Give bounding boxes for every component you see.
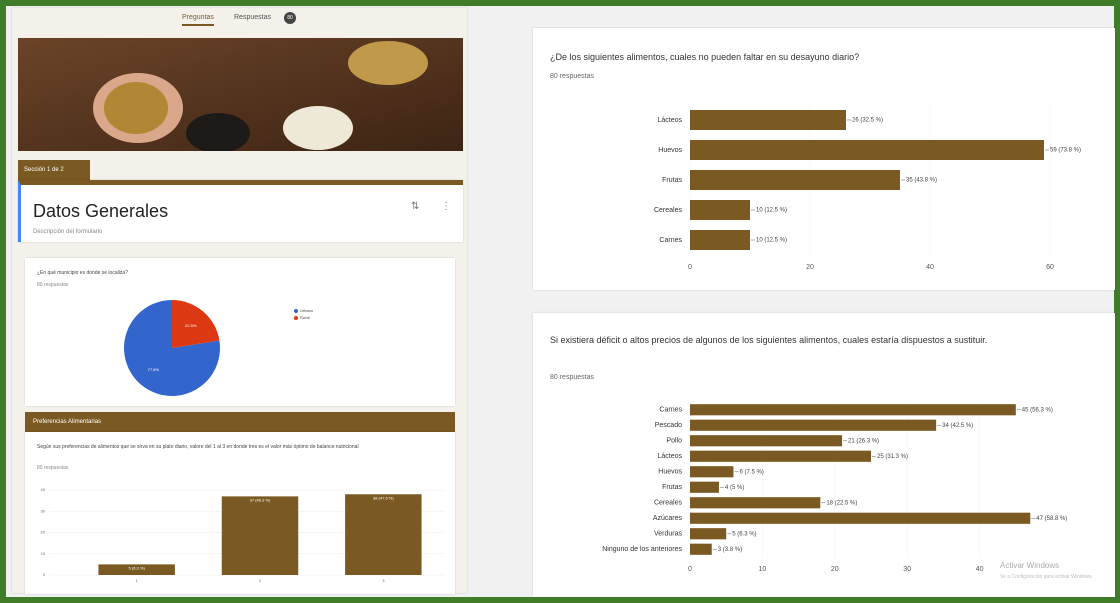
section-header: Preferencias Alimentarias (25, 412, 455, 432)
bar-card: Según sus preferencias de alimentos que … (25, 432, 455, 594)
response-count: 80 respuestas (37, 465, 68, 472)
pie-card: ¿En qué municipio es donde se localiza? … (25, 258, 455, 406)
hbar-card: ¿De los siguientes alimentos, cuales no … (533, 28, 1115, 290)
page: Preguntas Respuestas 80 Sección 1 de 2 D… (0, 0, 1120, 603)
form-title: Datos Generales (33, 201, 168, 222)
grain (283, 106, 353, 150)
watermark: Activar Windows (1000, 561, 1059, 570)
section-tab[interactable]: Sección 1 de 2 (18, 160, 90, 180)
question: Si existiera déficit o altos precios de … (550, 333, 1030, 347)
banner (18, 38, 463, 151)
menu-icon[interactable]: ⋮ (441, 201, 451, 212)
response-count: 80 respuestas (550, 73, 594, 80)
grain (104, 82, 168, 134)
form-description: Descripción del formulario (33, 229, 102, 235)
watermark: Ve a Configuración para activar Windows. (1000, 574, 1093, 580)
tab[interactable]: Preguntas (182, 14, 214, 26)
move-icon[interactable]: ⇅ (411, 201, 419, 212)
grain (348, 41, 428, 85)
response-count: 80 respuestas (37, 282, 68, 289)
tab[interactable]: Respuestas (234, 14, 271, 21)
question: Según sus preferencias de alimentos que … (37, 444, 417, 451)
question: ¿En qué municipio es donde se localiza? (37, 270, 128, 277)
form-header-card: Datos Generales Descripción del formular… (18, 180, 463, 242)
badge: 80 (284, 12, 296, 24)
hbar-card: Si existiera déficit o altos precios de … (533, 313, 1115, 597)
response-count: 80 respuestas (550, 374, 594, 381)
question: ¿De los siguientes alimentos, cuales no … (550, 50, 859, 64)
